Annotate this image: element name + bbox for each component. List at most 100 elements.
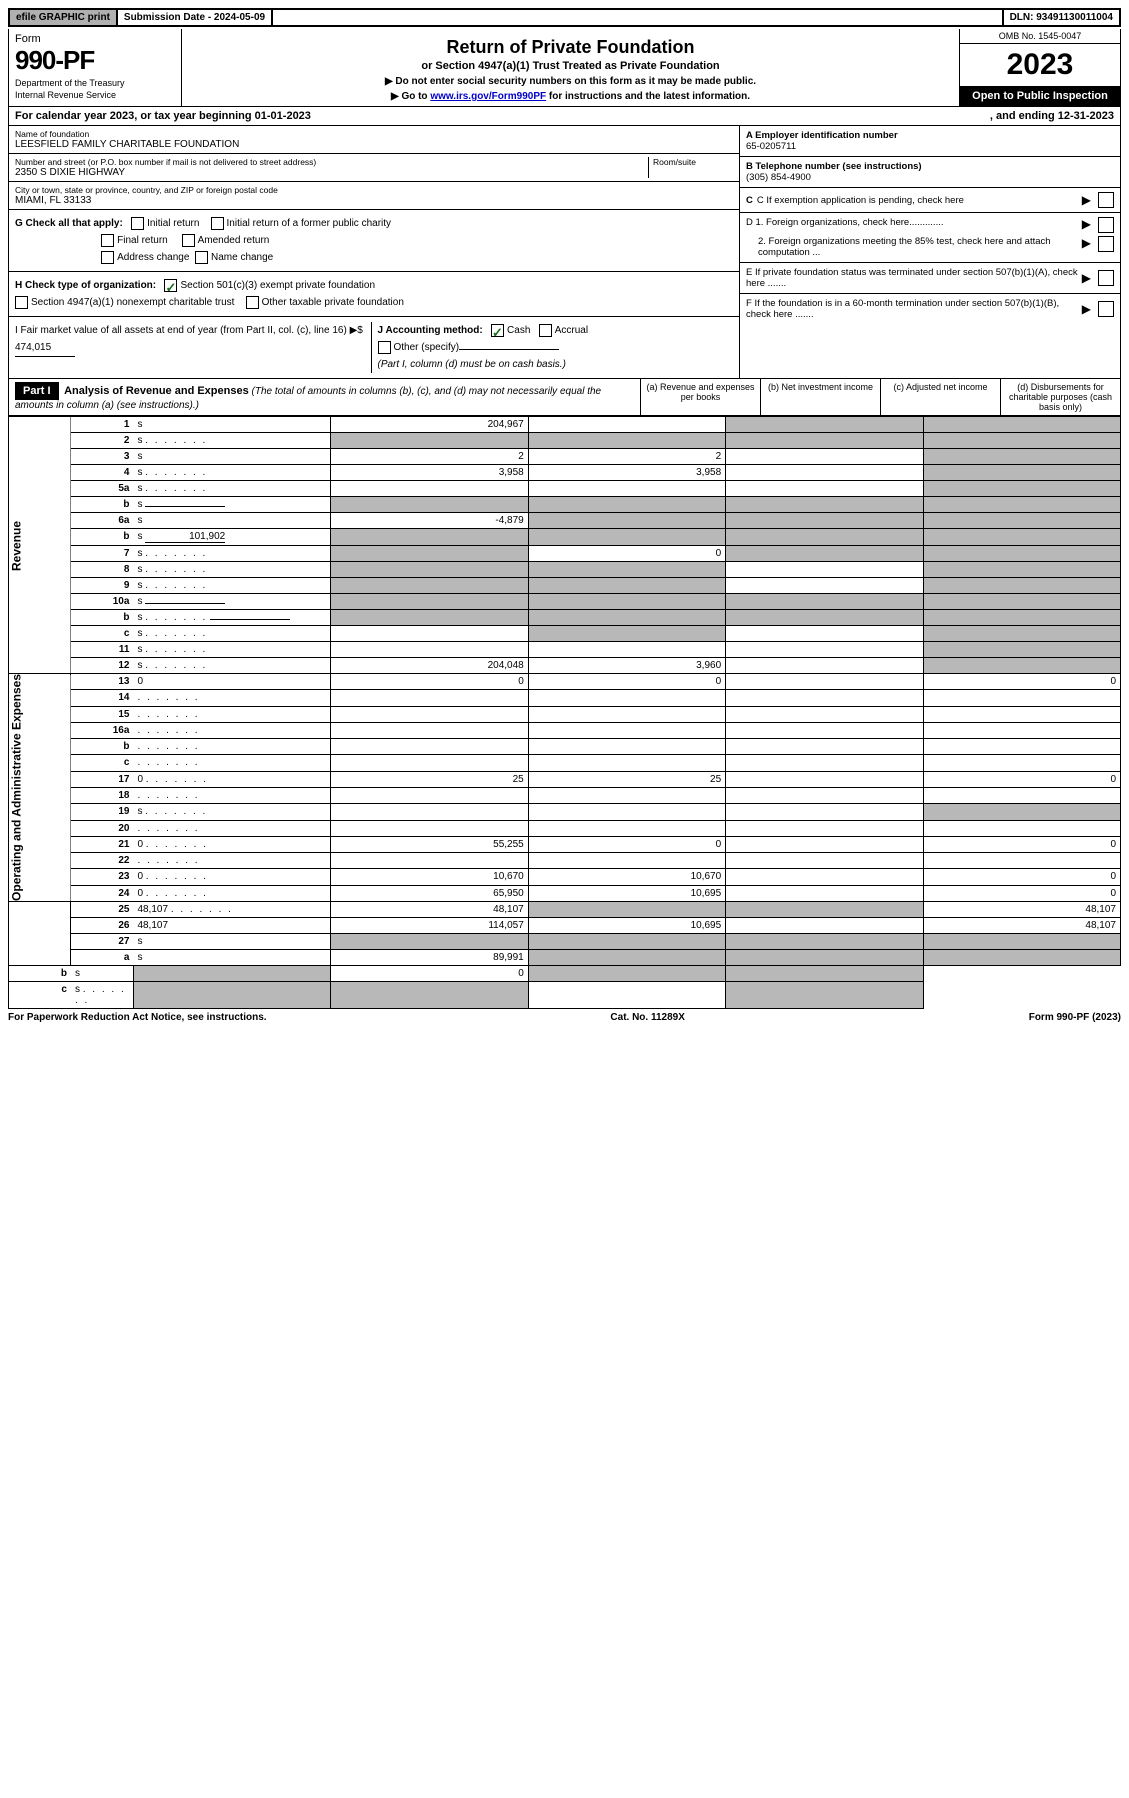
section-g: G Check all that apply: Initial return I… (9, 210, 739, 272)
cell-a (331, 594, 528, 610)
cell-c (726, 529, 923, 546)
cell-a (133, 981, 330, 1008)
line-number: 16a (71, 722, 133, 738)
irs-label: Internal Revenue Service (15, 90, 175, 100)
instructions-link[interactable]: www.irs.gov/Form990PF (430, 91, 546, 102)
ein-label: A Employer identification number (746, 130, 898, 141)
cell-c (726, 417, 923, 433)
cell-c (726, 594, 923, 610)
cell-a (331, 722, 528, 738)
other-method-checkbox[interactable] (378, 341, 391, 354)
d2-checkbox[interactable] (1098, 236, 1114, 252)
dept-treasury: Department of the Treasury (15, 78, 175, 88)
f-checkbox[interactable] (1098, 301, 1114, 317)
c-checkbox[interactable] (1098, 192, 1114, 208)
cell-b (528, 755, 725, 771)
cell-c (726, 820, 923, 836)
line-number: 1 (71, 417, 133, 433)
cell-d (923, 853, 1120, 869)
cal-end: , and ending 12-31-2023 (990, 110, 1114, 122)
cell-d (923, 787, 1120, 803)
cell-a (331, 578, 528, 594)
opt-accrual: Accrual (555, 325, 588, 336)
final-return-checkbox[interactable] (101, 234, 114, 247)
cell-d (923, 610, 1120, 626)
cell-c (726, 787, 923, 803)
line-number: 12 (71, 658, 133, 674)
cell-b (528, 497, 725, 513)
d1-text: D 1. Foreign organizations, check here..… (746, 217, 1079, 233)
dln: DLN: 93491130011004 (1002, 10, 1119, 25)
opt-namechange: Name change (211, 252, 273, 263)
paperwork-notice: For Paperwork Reduction Act Notice, see … (8, 1012, 267, 1023)
cell-b: 3,960 (528, 658, 725, 674)
cell-b (528, 853, 725, 869)
cell-b (528, 529, 725, 546)
opt-final: Final return (117, 235, 168, 246)
address-change-checkbox[interactable] (101, 251, 114, 264)
other-taxable-checkbox[interactable] (246, 296, 259, 309)
line-number: 15 (71, 706, 133, 722)
col-c-header: (c) Adjusted net income (880, 379, 1000, 415)
line-number: 22 (71, 853, 133, 869)
line-description: . . . . . . . (133, 755, 330, 771)
line-description: s (71, 965, 133, 981)
line-number: 6a (71, 513, 133, 529)
cell-c (726, 513, 923, 529)
cell-a (331, 610, 528, 626)
cell-c (726, 722, 923, 738)
cell-a: 3,958 (331, 465, 528, 481)
line-description: s . . . . . . . (133, 658, 330, 674)
cell-d: 48,107 (923, 917, 1120, 933)
efile-print-button[interactable]: efile GRAPHIC print (10, 10, 118, 25)
line-description: s (133, 594, 330, 610)
opt-addrchange: Address change (117, 252, 189, 263)
cell-d (923, 739, 1120, 755)
cell-b (528, 513, 725, 529)
cell-d (923, 658, 1120, 674)
cell-c (726, 706, 923, 722)
cell-a (331, 433, 528, 449)
line-number: 10a (71, 594, 133, 610)
cell-d (923, 513, 1120, 529)
cash-checkbox[interactable] (491, 324, 504, 337)
cell-d (923, 529, 1120, 546)
accrual-checkbox[interactable] (539, 324, 552, 337)
cell-a: 89,991 (331, 949, 528, 965)
cell-a: 2 (331, 449, 528, 465)
opt-initial: Initial return (147, 218, 199, 229)
i-label: I Fair market value of all assets at end… (15, 325, 363, 336)
cell-b (528, 578, 725, 594)
cell-c (726, 853, 923, 869)
line-description: s (133, 449, 330, 465)
initial-return-checkbox[interactable] (131, 217, 144, 230)
section-h: H Check type of organization: Section 50… (9, 272, 739, 317)
e-checkbox[interactable] (1098, 270, 1114, 286)
amended-return-checkbox[interactable] (182, 234, 195, 247)
opt-other-taxable: Other taxable private foundation (262, 297, 404, 308)
cell-d (923, 706, 1120, 722)
initial-former-checkbox[interactable] (211, 217, 224, 230)
line-number: 27 (71, 933, 133, 949)
line-description: . . . . . . . (133, 739, 330, 755)
line-description: s . . . . . . . (133, 626, 330, 642)
line-number: 13 (71, 674, 133, 690)
4947a1-checkbox[interactable] (15, 296, 28, 309)
name-label: Name of foundation (15, 129, 733, 139)
cell-a: -4,879 (331, 513, 528, 529)
d1-checkbox[interactable] (1098, 217, 1114, 233)
cell-d (923, 690, 1120, 706)
cell-c (726, 869, 923, 885)
cell-b (528, 417, 725, 433)
line-description: 48,107 . . . . . . . (133, 901, 330, 917)
ein-value: 65-0205711 (746, 141, 796, 152)
name-change-checkbox[interactable] (195, 251, 208, 264)
line-description: s . . . . . . . (71, 981, 133, 1008)
501c3-checkbox[interactable] (164, 279, 177, 292)
cell-d (923, 562, 1120, 578)
street-address: 2350 S DIXIE HIGHWAY (15, 167, 648, 178)
line-description: s . . . . . . . (133, 546, 330, 562)
cell-a (331, 933, 528, 949)
line-number: 8 (71, 562, 133, 578)
cell-a (331, 529, 528, 546)
